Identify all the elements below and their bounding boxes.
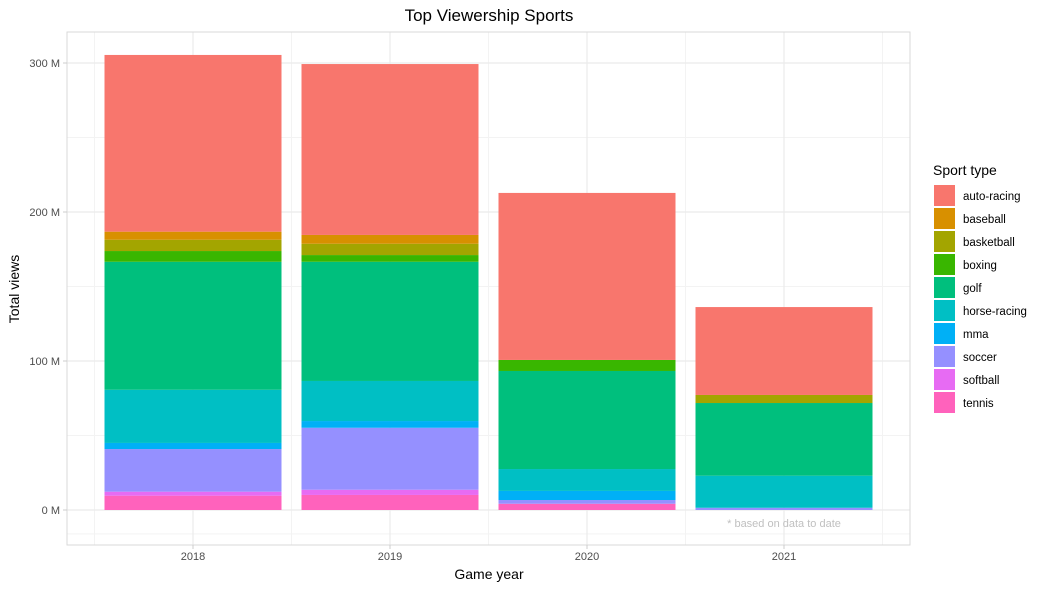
- y-tick-label: 100 M: [29, 356, 60, 368]
- bar-segment-mma-2020: [498, 490, 676, 501]
- legend-key-tennis: [934, 392, 955, 413]
- bar-segment-golf-2020: [498, 370, 676, 470]
- bar-segment-basketball-2019: [301, 243, 479, 256]
- bar-segment-basketball-2018: [104, 239, 282, 252]
- legend-key-boxing: [934, 254, 955, 275]
- bar-segment-tennis-2019: [301, 494, 479, 510]
- x-tick-label: 2020: [575, 551, 599, 563]
- bar-segment-tennis-2018: [104, 495, 282, 510]
- bar-segment-horse-racing-2021: [695, 475, 873, 508]
- panel-border: [66, 31, 911, 546]
- bar-segment-auto-racing-2019: [301, 64, 479, 235]
- bar-segment-mma-2019: [301, 421, 479, 428]
- bar-segment-basketball-2021: [695, 394, 873, 404]
- bar-segment-boxing-2018: [104, 251, 282, 262]
- legend-key-softball: [934, 369, 955, 390]
- bar-segment-softball-2018: [104, 491, 282, 496]
- legend-label: softball: [963, 375, 999, 387]
- legend-label: basketball: [963, 237, 1015, 249]
- bar-segment-horse-racing-2018: [104, 389, 282, 443]
- legend-key-baseball: [934, 208, 955, 229]
- bar-segment-soccer-2018: [104, 449, 282, 492]
- legend-title: Sport type: [933, 162, 997, 178]
- legend-label: tennis: [963, 398, 994, 410]
- x-axis-label: Game year: [454, 566, 524, 582]
- bars: [104, 54, 873, 510]
- bar-segment-softball-2019: [301, 489, 479, 495]
- legend-label: auto-racing: [963, 191, 1021, 203]
- bar-segment-tennis-2020: [498, 503, 676, 510]
- chart-title: Top Viewership Sports: [405, 6, 574, 25]
- y-axis: 0 M 100 M 200 M 300 M: [29, 58, 67, 517]
- x-tick-label: 2018: [181, 551, 205, 563]
- legend-label: mma: [963, 329, 989, 341]
- x-axis: 2018 2019 2020 2021: [181, 545, 796, 563]
- bar-segment-soccer-2019: [301, 427, 479, 490]
- bar-segment-soccer-2021: [695, 507, 873, 510]
- bar-segment-baseball-2018: [104, 231, 282, 240]
- bar-segment-golf-2019: [301, 261, 479, 381]
- legend-key-mma: [934, 323, 955, 344]
- bar-segment-horse-racing-2019: [301, 380, 479, 422]
- bar-segment-boxing-2020: [498, 359, 676, 371]
- x-tick-label: 2021: [772, 551, 796, 563]
- legend-key-golf: [934, 277, 955, 298]
- legend: Sport type auto-racing baseball basketball…: [933, 162, 1027, 413]
- bar-segment-auto-racing-2020: [498, 192, 676, 360]
- y-tick-label: 0 M: [42, 505, 60, 517]
- bar-segment-boxing-2019: [301, 255, 479, 262]
- bar-segment-golf-2021: [695, 403, 873, 476]
- legend-key-horse-racing: [934, 300, 955, 321]
- legend-label: baseball: [963, 214, 1006, 226]
- bar-segment-auto-racing-2021: [695, 307, 873, 395]
- legend-label: soccer: [963, 352, 997, 364]
- legend-label: boxing: [963, 260, 997, 272]
- bar-segment-baseball-2019: [301, 234, 479, 244]
- bar-segment-mma-2018: [104, 442, 282, 450]
- legend-label: horse-racing: [963, 306, 1027, 318]
- legend-key-basketball: [934, 231, 955, 252]
- bar-segment-horse-racing-2020: [498, 469, 676, 491]
- bar-segment-golf-2018: [104, 261, 282, 390]
- y-tick-label: 300 M: [29, 58, 60, 70]
- legend-key-auto-racing: [934, 185, 955, 206]
- y-tick-label: 200 M: [29, 207, 60, 219]
- bar-segment-soccer-2020: [498, 500, 676, 504]
- x-tick-label: 2019: [378, 551, 402, 563]
- bar-segment-auto-racing-2018: [104, 54, 282, 232]
- legend-key-soccer: [934, 346, 955, 367]
- legend-label: golf: [963, 283, 982, 295]
- y-axis-label: Total views: [6, 255, 22, 323]
- annotation: * based on data to date: [727, 518, 841, 530]
